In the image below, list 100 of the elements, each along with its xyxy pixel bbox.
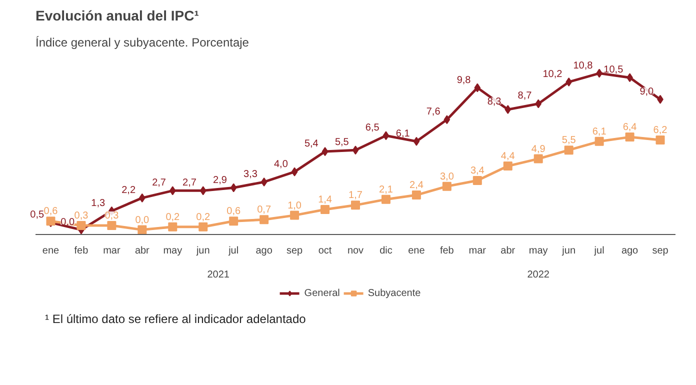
data-label: 10,2 <box>542 68 563 80</box>
point <box>322 147 328 156</box>
x-tick-label: oct <box>318 246 332 256</box>
point <box>260 177 268 186</box>
data-label: 0,2 <box>166 212 180 223</box>
data-label: 0,2 <box>196 212 211 223</box>
chart-subtitle: Índice general y subyacente. Porcentaje <box>36 36 250 50</box>
x-tick-label: mar <box>468 246 487 256</box>
legend-label: General <box>304 287 340 299</box>
data-label: 4,4 <box>500 151 516 162</box>
x-tick-label: feb <box>440 246 454 256</box>
data-label: 6,2 <box>653 124 668 136</box>
data-label: 10,8 <box>573 60 594 72</box>
data-label: 2,4 <box>410 180 424 192</box>
data-label: 6,1 <box>396 128 410 140</box>
text: ¹ El último dato se refiere al indicador adelantado <box>45 311 306 328</box>
x-tick-label: jul <box>593 246 604 256</box>
data-label: 1,3 <box>91 198 106 209</box>
data-label: 1,4 <box>318 194 332 206</box>
x-tick-label: jun <box>195 246 210 256</box>
data-label: 3,0 <box>440 171 454 182</box>
x-tick-label: abr <box>134 246 150 256</box>
legend-label: Subyacente <box>368 287 421 299</box>
point <box>198 222 208 232</box>
data-label: 0,6 <box>44 206 58 218</box>
point <box>382 131 390 140</box>
x-tick-label: sep <box>652 246 669 256</box>
x-tick-label: abr <box>500 246 516 256</box>
data-label: 9,8 <box>456 74 472 86</box>
data-label: 1,0 <box>288 200 302 212</box>
point <box>169 186 176 196</box>
data-label: 9,0 <box>640 86 654 98</box>
data-label: 6,4 <box>622 122 638 134</box>
point <box>138 225 147 234</box>
data-label: 5,4 <box>304 138 319 150</box>
x-tick-label: ago <box>621 246 639 256</box>
point <box>230 183 237 192</box>
data-label: 3,4 <box>470 166 485 177</box>
x-tick-label: may <box>528 246 548 256</box>
point <box>351 200 360 210</box>
text: 2021 <box>207 270 230 280</box>
data-label: 10,5 <box>604 64 624 76</box>
text: 2022 <box>527 270 550 280</box>
point <box>656 135 665 144</box>
data-label: 6,1 <box>592 126 607 138</box>
data-label: 0,0 <box>135 214 150 226</box>
point <box>320 205 330 214</box>
data-label: 5,5 <box>334 137 350 148</box>
x-tick-label: mar <box>103 246 121 256</box>
point <box>594 136 604 146</box>
x-tick-label: feb <box>74 246 89 256</box>
point <box>472 176 482 186</box>
data-label: 5,5 <box>562 135 576 146</box>
point <box>413 136 420 146</box>
data-label: 0,6 <box>226 206 241 218</box>
x-tick-label: may <box>163 246 182 256</box>
data-label: 4,0 <box>274 158 288 170</box>
x-tick-label: ene <box>408 246 426 256</box>
data-label: 2,2 <box>122 184 136 196</box>
x-tick-label: nov <box>347 246 364 256</box>
point <box>168 222 178 232</box>
x-tick-label: ago <box>256 246 273 256</box>
point <box>107 220 116 230</box>
point <box>444 115 450 124</box>
data-label: 2,1 <box>379 184 394 196</box>
data-label: 0,3 <box>74 210 89 222</box>
data-label: 8,7 <box>518 90 532 102</box>
data-label: 1,7 <box>348 190 363 202</box>
chart-title: Evolución anual del IPC¹ <box>36 8 200 24</box>
point <box>200 186 206 196</box>
x-tick-label: ene <box>42 246 60 256</box>
point <box>381 194 390 204</box>
point <box>412 190 421 200</box>
point <box>625 132 634 142</box>
data-label: 2,9 <box>213 174 228 186</box>
data-label: 0,7 <box>257 204 272 216</box>
data-label: 0,3 <box>104 210 120 222</box>
data-label: 7,6 <box>426 106 441 118</box>
data-label: 8,3 <box>487 96 502 108</box>
data-label: 6,5 <box>365 122 380 134</box>
point <box>260 215 269 224</box>
point <box>229 216 238 226</box>
point <box>76 220 86 230</box>
point <box>504 105 512 114</box>
point <box>352 146 359 155</box>
point <box>291 167 298 176</box>
point <box>503 162 512 171</box>
x-tick-label: jun <box>561 246 576 256</box>
data-label: 3,3 <box>244 168 258 180</box>
x-tick-label: dic <box>380 246 392 256</box>
x-tick-label: sep <box>286 246 304 256</box>
point <box>442 182 452 191</box>
point <box>290 210 300 220</box>
data-label: 2,7 <box>182 178 197 189</box>
point <box>474 83 481 92</box>
data-label: 4,9 <box>531 144 546 155</box>
point <box>564 146 574 155</box>
point <box>535 99 542 108</box>
data-label: 0,5 <box>30 210 45 221</box>
x-tick-label: jul <box>228 246 239 256</box>
